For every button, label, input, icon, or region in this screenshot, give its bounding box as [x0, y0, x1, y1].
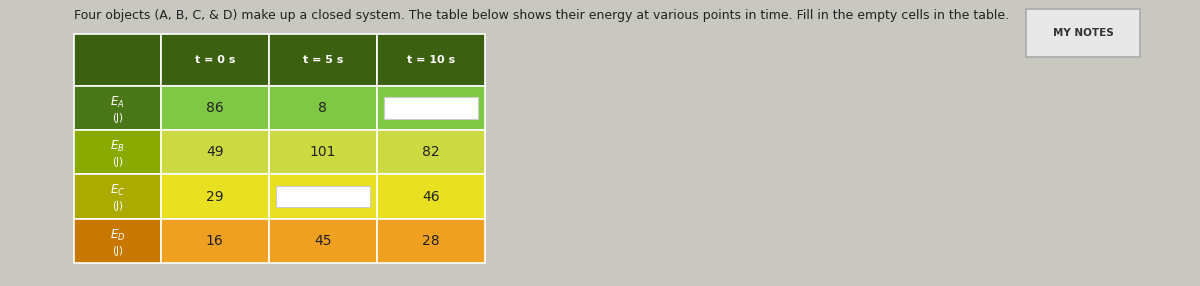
Text: 8: 8 — [318, 101, 328, 115]
Bar — [377, 34, 485, 86]
Text: 49: 49 — [206, 145, 223, 159]
Bar — [269, 174, 377, 219]
Bar — [269, 86, 377, 130]
Bar — [269, 219, 377, 263]
Text: 29: 29 — [206, 190, 223, 204]
Text: 28: 28 — [422, 234, 439, 248]
Text: MY NOTES: MY NOTES — [1052, 28, 1114, 38]
Bar — [74, 130, 161, 174]
Bar — [276, 186, 370, 207]
Text: (J): (J) — [112, 201, 124, 211]
Text: (J): (J) — [112, 113, 124, 123]
Bar — [161, 219, 269, 263]
Bar — [74, 86, 161, 130]
Text: 101: 101 — [310, 145, 336, 159]
Text: 86: 86 — [206, 101, 223, 115]
Text: 46: 46 — [422, 190, 439, 204]
Text: t = 10 s: t = 10 s — [407, 55, 455, 65]
Bar — [74, 219, 161, 263]
Bar — [269, 130, 377, 174]
Bar — [161, 174, 269, 219]
Text: Four objects (A, B, C, & D) make up a closed system. The table below shows their: Four objects (A, B, C, & D) make up a cl… — [74, 9, 1009, 21]
Bar — [269, 34, 377, 86]
Bar — [161, 34, 269, 86]
Text: $E_D$: $E_D$ — [110, 228, 125, 243]
Text: $E_B$: $E_B$ — [110, 139, 125, 154]
Bar — [377, 219, 485, 263]
Text: t = 0 s: t = 0 s — [194, 55, 235, 65]
Bar — [74, 34, 161, 86]
Text: (J): (J) — [112, 246, 124, 256]
Bar — [161, 86, 269, 130]
Text: 45: 45 — [314, 234, 331, 248]
Bar — [384, 97, 478, 119]
Text: 82: 82 — [422, 145, 439, 159]
Text: (J): (J) — [112, 157, 124, 167]
Bar — [377, 130, 485, 174]
Text: 16: 16 — [206, 234, 223, 248]
Text: t = 5 s: t = 5 s — [302, 55, 343, 65]
Bar — [377, 174, 485, 219]
Text: $E_C$: $E_C$ — [110, 183, 125, 198]
Bar — [377, 86, 485, 130]
Bar — [161, 130, 269, 174]
Bar — [1026, 9, 1140, 57]
Bar — [74, 174, 161, 219]
Text: $E_A$: $E_A$ — [110, 95, 125, 110]
